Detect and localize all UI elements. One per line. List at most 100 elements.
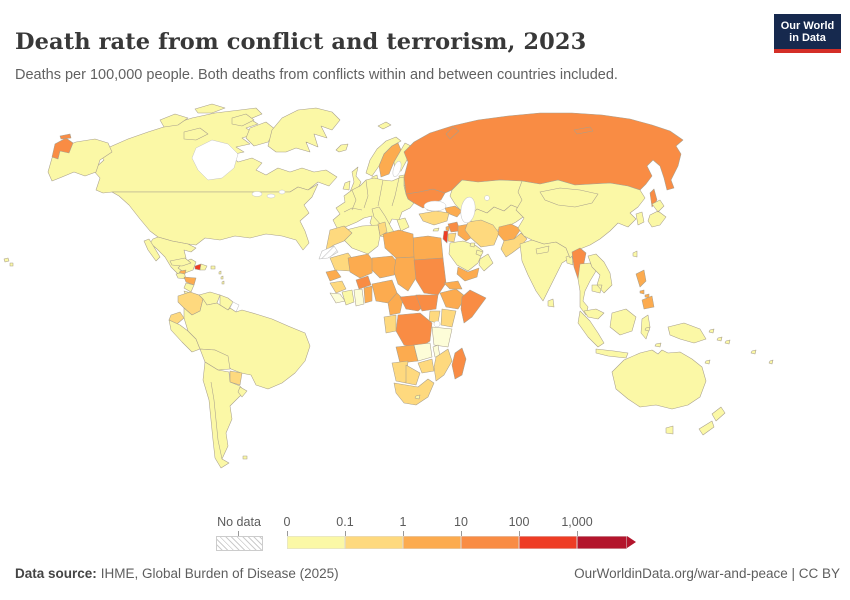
country-eritrea-djibouti[interactable] <box>443 280 463 290</box>
country-pakistan[interactable] <box>500 232 528 258</box>
country-lebanon[interactable] <box>445 225 450 232</box>
country-tanzania[interactable] <box>431 326 453 348</box>
country-philippines-luzon[interactable] <box>635 269 647 288</box>
legend-bin-1–10[interactable] <box>403 536 461 549</box>
country-senegal[interactable] <box>325 269 342 282</box>
country-saudi-arabia[interactable] <box>448 240 484 272</box>
country-botswana[interactable] <box>405 364 421 386</box>
country-indonesia-sulawesi[interactable] <box>640 314 651 340</box>
legend-bin-1,000+[interactable] <box>577 536 627 549</box>
country-indonesia-sumatra[interactable] <box>577 310 605 348</box>
country-namibia[interactable] <box>391 360 409 384</box>
country-south-sudan[interactable] <box>415 294 439 312</box>
country-australia[interactable] <box>611 349 707 410</box>
country-burkina-faso[interactable] <box>355 275 372 290</box>
country-puerto-rico <box>210 265 216 270</box>
country-sudan[interactable] <box>413 257 447 296</box>
country-cote-divoire[interactable] <box>341 289 355 306</box>
country-laos-vietnam-cambodia[interactable] <box>587 253 613 294</box>
country-turkey[interactable] <box>418 210 450 226</box>
legend-bin-100–1,000[interactable] <box>519 536 577 549</box>
legend-bin-0.1–1[interactable] <box>345 536 403 549</box>
country-madagascar[interactable] <box>451 347 467 380</box>
legend-tick <box>577 531 578 536</box>
country-papua-new-guinea[interactable] <box>667 322 707 344</box>
country-mozambique[interactable] <box>433 348 453 382</box>
country-jordan[interactable] <box>447 232 457 243</box>
no-data-swatch[interactable] <box>216 536 263 551</box>
black-sea <box>423 200 447 212</box>
country-uruguay[interactable] <box>237 386 248 398</box>
country-russia-severnaya-zemlya <box>573 126 594 135</box>
owid-logo-accent-bar <box>774 49 841 53</box>
country-algeria[interactable] <box>343 224 381 255</box>
legend-bin-10–100[interactable] <box>461 536 519 549</box>
country-yemen[interactable] <box>456 266 480 282</box>
legend-tick-label-10: 10 <box>454 515 468 529</box>
country-united-states[interactable] <box>111 183 319 251</box>
country-china[interactable] <box>515 179 646 259</box>
country-greenland[interactable] <box>267 107 341 153</box>
country-malaysia[interactable] <box>583 308 605 320</box>
country-mali[interactable] <box>347 253 375 279</box>
country-indonesia-borneo[interactable] <box>609 308 637 336</box>
owid-logo[interactable]: Our World in Data <box>774 14 841 53</box>
country-new-zealand[interactable] <box>698 406 726 436</box>
legend-tick-label-0: 0 <box>283 515 291 529</box>
legend-color-bar[interactable] <box>287 536 636 549</box>
country-argentina-chile[interactable] <box>202 361 246 469</box>
country-egypt[interactable] <box>411 235 444 261</box>
country-kenya[interactable] <box>440 308 457 328</box>
country-south-africa[interactable] <box>393 378 435 406</box>
country-ireland[interactable] <box>342 180 351 191</box>
legend-arrow <box>627 536 636 548</box>
country-japan[interactable] <box>647 199 667 228</box>
country-russia[interactable] <box>403 112 684 195</box>
country-western-sahara[interactable] <box>318 245 339 260</box>
data-source-label: Data source: <box>15 566 97 581</box>
country-zimbabwe[interactable] <box>417 358 435 374</box>
page-title: Death rate from conflict and terrorism, … <box>15 29 587 56</box>
country-russia-sakhalin <box>649 188 658 208</box>
country-togo-benin[interactable] <box>363 285 373 304</box>
country-ecuador[interactable] <box>168 311 185 325</box>
country-cuba[interactable] <box>169 257 192 267</box>
country-ghana[interactable] <box>353 288 365 307</box>
country-dominican-republic[interactable] <box>199 263 208 271</box>
legend-tick-label-0.1: 0.1 <box>336 515 354 529</box>
country-nicaragua[interactable] <box>183 282 195 293</box>
region-caucasus[interactable] <box>444 205 463 218</box>
country-norway[interactable] <box>365 136 402 177</box>
country-iceland[interactable] <box>335 143 349 153</box>
country-somalia[interactable] <box>460 289 487 324</box>
legend-bin-0–0.1[interactable] <box>287 536 345 549</box>
country-congo-gabon[interactable] <box>383 314 397 334</box>
legend-tick-label-1,000: 1,000 <box>561 515 593 529</box>
country-guinea[interactable] <box>329 280 347 294</box>
country-philippines-mindanao[interactable] <box>641 295 655 310</box>
country-canada-arctic-islands[interactable] <box>159 103 277 147</box>
baltic-sea <box>392 161 402 177</box>
country-indonesia-java[interactable] <box>595 348 629 359</box>
legend-tick-label-100: 100 <box>508 515 530 529</box>
owid-logo-line2: in Data <box>789 31 826 44</box>
country-zambia[interactable] <box>413 342 433 362</box>
country-mexico-baja[interactable] <box>143 238 161 262</box>
country-israel-palestine[interactable] <box>442 230 449 244</box>
country-taiwan <box>632 250 638 258</box>
great-lakes <box>278 189 286 195</box>
country-brazil[interactable] <box>183 298 311 390</box>
country-paraguay[interactable] <box>229 370 243 386</box>
country-oman[interactable] <box>478 253 494 272</box>
country-libya[interactable] <box>382 229 415 259</box>
country-chad[interactable] <box>393 256 417 292</box>
country-iran[interactable] <box>464 219 500 248</box>
country-cameroon[interactable] <box>387 292 404 316</box>
footer-link[interactable]: OurWorldinData.org/war-and-peace | CC BY <box>574 566 840 581</box>
country-korea[interactable] <box>635 211 645 226</box>
country-jamaica[interactable] <box>179 269 187 275</box>
country-niger[interactable] <box>371 255 399 279</box>
country-russia-chukotka[interactable] <box>51 133 74 160</box>
country-sri-lanka <box>547 298 555 308</box>
country-guyana-suriname[interactable] <box>219 294 234 311</box>
